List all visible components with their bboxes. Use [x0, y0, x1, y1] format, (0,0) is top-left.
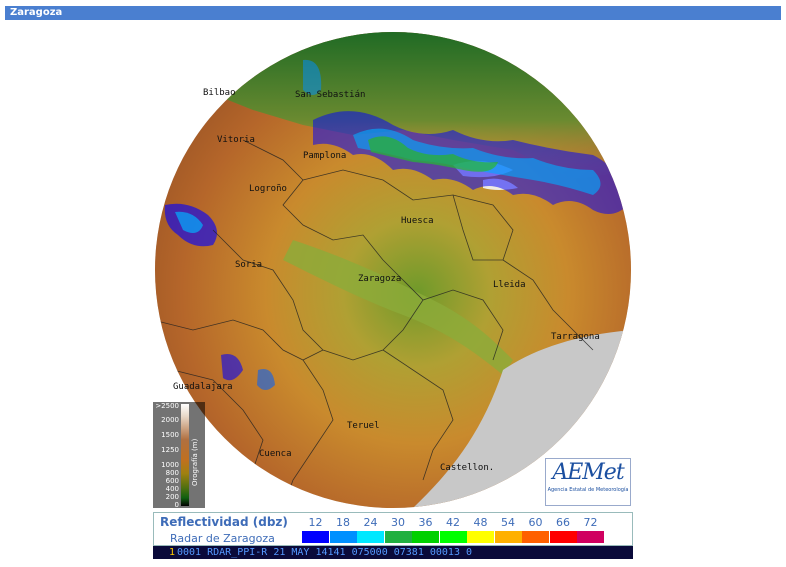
scale-color-swatch: [412, 531, 439, 543]
city-label: Bilbao: [203, 88, 236, 98]
orography-gradient: [181, 404, 189, 506]
city-label: San Sebastián: [295, 90, 366, 100]
city-label: Cuenca: [259, 449, 292, 459]
scale-value: 54: [501, 516, 515, 529]
orography-tick: 1000: [161, 461, 179, 469]
orography-tick: 600: [165, 477, 179, 485]
orography-tick: 1500: [161, 431, 179, 439]
scale-value: 72: [583, 516, 598, 529]
scale-value: 18: [336, 516, 350, 529]
legend-title: Reflectividad (dbz): [160, 515, 288, 529]
scale-value: 36: [418, 516, 433, 529]
city-label: Huesca: [401, 216, 434, 226]
orography-label: Orografía (m): [191, 438, 199, 486]
scale-value: 24: [363, 516, 378, 529]
status-prefix: 1: [169, 547, 176, 558]
orography-tick: 2000: [161, 416, 179, 424]
orography-tick: 0: [174, 501, 179, 508]
scale-value: 66: [556, 516, 570, 529]
scale-color-swatch: [467, 531, 494, 543]
legend-subtitle: Radar de Zaragoza: [170, 532, 275, 545]
copyright-notice: C Agencia Estatal de Meteorología: [156, 32, 317, 44]
radar-map-canvas: [153, 30, 633, 508]
city-label: Castellon.: [440, 463, 495, 473]
scale-color-swatch: [494, 531, 522, 543]
scale-color-swatch: [522, 531, 549, 543]
city-label: Zaragoza: [358, 274, 402, 284]
orography-tick: 1250: [161, 446, 179, 454]
status-text: 0001 RDAR_PPI-R 21 MAY 14141 075000 0738…: [177, 547, 473, 558]
scale-color-swatch: [439, 531, 467, 543]
aemet-logo: AEMet Agencia Estatal de Meteorología: [545, 458, 631, 506]
city-label: Soria: [235, 260, 263, 270]
city-label: Guadalajara: [173, 382, 233, 392]
city-label: Vitoria: [217, 135, 255, 145]
radar-echoes: [164, 59, 628, 390]
scale-color-swatch: [549, 531, 577, 543]
scale-color-swatch: [329, 531, 357, 543]
scale-value: 30: [391, 516, 405, 529]
scale-color-swatch: [302, 531, 329, 543]
city-label: Tarragona: [551, 332, 600, 342]
reflectivity-legend: Reflectividad (dbz) Radar de Zaragoza 12…: [153, 512, 633, 546]
page-title-bar: Zaragoza: [5, 6, 781, 20]
page-title: Zaragoza: [10, 7, 63, 18]
scale-value: 48: [473, 516, 488, 529]
scale-value: 12: [308, 516, 323, 529]
copyright-text: Agencia Estatal de Meteorología: [171, 33, 317, 43]
orography-tick: >2500: [155, 402, 179, 410]
orography-tick: 400: [165, 485, 179, 493]
aemet-logo-mark: AEMet: [552, 460, 624, 485]
city-label: Logroño: [249, 184, 287, 194]
city-label: Pamplona: [303, 151, 347, 161]
orography-tick: 800: [165, 469, 179, 477]
radar-map: C Agencia Estatal de Meteorología Bilbao…: [153, 30, 633, 508]
orography-tick: 200: [165, 493, 179, 501]
scale-color-swatch: [384, 531, 412, 543]
scale-value: 42: [446, 516, 460, 529]
scale-color-swatch: [357, 531, 384, 543]
copyright-icon: C: [156, 32, 168, 44]
scale-value: 60: [528, 516, 543, 529]
aemet-logo-subtitle: Agencia Estatal de Meteorología: [547, 487, 629, 493]
city-label: Teruel: [347, 421, 380, 431]
province-borders: [155, 139, 594, 508]
scale-color-swatch: [577, 531, 604, 543]
orography-scale: >2500 2000 1500 1250 1000 800 600 400 20…: [153, 402, 205, 508]
radar-status-line: 1 0001 RDAR_PPI-R 21 MAY 14141 075000 07…: [153, 546, 633, 559]
city-label: Lleida: [493, 280, 526, 290]
